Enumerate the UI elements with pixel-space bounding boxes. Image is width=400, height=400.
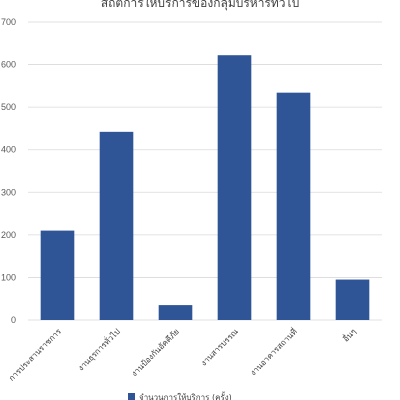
grid-lines (28, 21, 382, 321)
x-category-label: การประสานราชการ (7, 327, 63, 383)
x-category-label: งานสารบรรณ (199, 327, 240, 368)
x-category-label: อื่นๆ (340, 326, 358, 344)
x-category-label: งานป้องกันอัคคีภัย (130, 327, 181, 378)
y-tick-label: 400 (1, 145, 16, 155)
bar (217, 55, 252, 320)
chart-title: สถิติการให้บริการของกลุ่มบริหารทั่วไป (101, 0, 299, 11)
bar (40, 230, 75, 320)
legend: จำนวนการให้บริการ (ครั้ง) (128, 391, 232, 400)
y-tick-label: 300 (1, 187, 16, 197)
y-tick-label: 700 (1, 17, 16, 27)
y-tick-label: 500 (1, 102, 16, 112)
legend-swatch (128, 393, 135, 400)
x-category-label: งานอาคารสถานที่ (247, 326, 299, 378)
y-axis-ticks: 0 100 200 300 400 500 600 700 (1, 17, 16, 325)
bars (40, 55, 370, 320)
bar (276, 92, 311, 320)
x-axis-labels: การประสานราชการ งานธุรการทั่วไป งานป้องกัน… (7, 326, 358, 383)
legend-label: จำนวนการให้บริการ (ครั้ง) (139, 391, 232, 400)
bar (99, 131, 134, 320)
bar (158, 305, 193, 320)
y-tick-label: 0 (11, 315, 16, 325)
y-tick-label: 600 (1, 60, 16, 70)
x-category-label: งานธุรการทั่วไป (75, 326, 122, 373)
y-tick-label: 100 (1, 272, 16, 282)
y-tick-label: 200 (1, 230, 16, 240)
bar (335, 279, 370, 320)
